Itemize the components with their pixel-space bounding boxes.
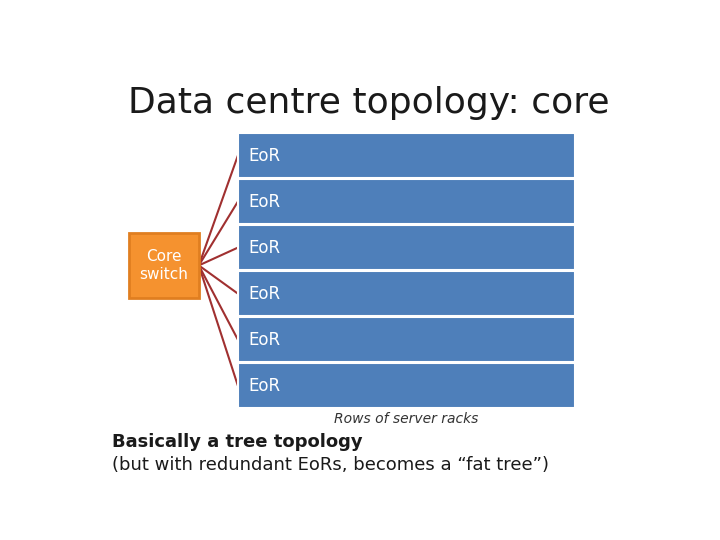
Text: Core
switch: Core switch [140,249,189,282]
Text: Basically a tree topology: Basically a tree topology [112,433,363,451]
Text: EoR: EoR [248,146,280,165]
Text: EoR: EoR [248,330,280,349]
FancyBboxPatch shape [238,363,575,408]
Text: EoR: EoR [248,193,280,211]
Text: EoR: EoR [248,377,280,395]
FancyBboxPatch shape [238,225,575,270]
Text: (but with redundant EoRs, becomes a “fat tree”): (but with redundant EoRs, becomes a “fat… [112,456,549,474]
FancyBboxPatch shape [238,133,575,178]
Text: EoR: EoR [248,239,280,256]
FancyBboxPatch shape [129,233,199,298]
FancyBboxPatch shape [238,272,575,316]
FancyBboxPatch shape [238,318,575,362]
Text: EoR: EoR [248,285,280,302]
Text: Rows of server racks: Rows of server racks [335,412,479,426]
Text: Data centre topology: core: Data centre topology: core [128,85,610,119]
FancyBboxPatch shape [238,179,575,224]
